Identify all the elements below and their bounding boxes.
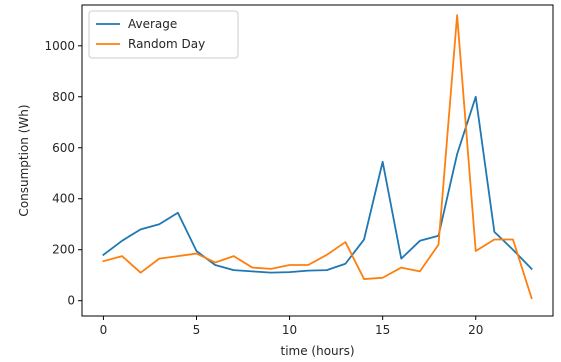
y-tick-label: 200 bbox=[52, 243, 75, 257]
x-axis-label: time (hours) bbox=[280, 344, 354, 358]
x-tick-label: 20 bbox=[468, 323, 483, 337]
legend-box bbox=[88, 10, 239, 59]
x-tick-label: 15 bbox=[375, 323, 390, 337]
plot-frame bbox=[81, 4, 554, 317]
x-tick-label: 5 bbox=[193, 323, 201, 337]
legend-label: Average bbox=[128, 17, 177, 31]
x-axis: 0 5 10 15 20 bbox=[100, 316, 483, 337]
y-tick-label: 400 bbox=[52, 192, 75, 206]
y-tick-label: 1000 bbox=[44, 39, 75, 53]
series-line-average bbox=[102, 95, 533, 274]
x-tick-label: 10 bbox=[282, 323, 297, 337]
series-layer bbox=[102, 14, 533, 300]
y-tick-label: 600 bbox=[52, 141, 75, 155]
y-axis: 0 200 400 600 800 1000 bbox=[44, 39, 82, 308]
y-tick-label: 800 bbox=[52, 90, 75, 104]
x-tick-label: 0 bbox=[100, 323, 108, 337]
legend-label: Random Day bbox=[128, 37, 205, 51]
y-tick-label: 0 bbox=[67, 294, 75, 308]
series-line-random-day bbox=[102, 14, 533, 300]
legend: Average Random Day bbox=[88, 10, 239, 59]
y-axis-label: Consumption (Wh) bbox=[17, 104, 31, 216]
